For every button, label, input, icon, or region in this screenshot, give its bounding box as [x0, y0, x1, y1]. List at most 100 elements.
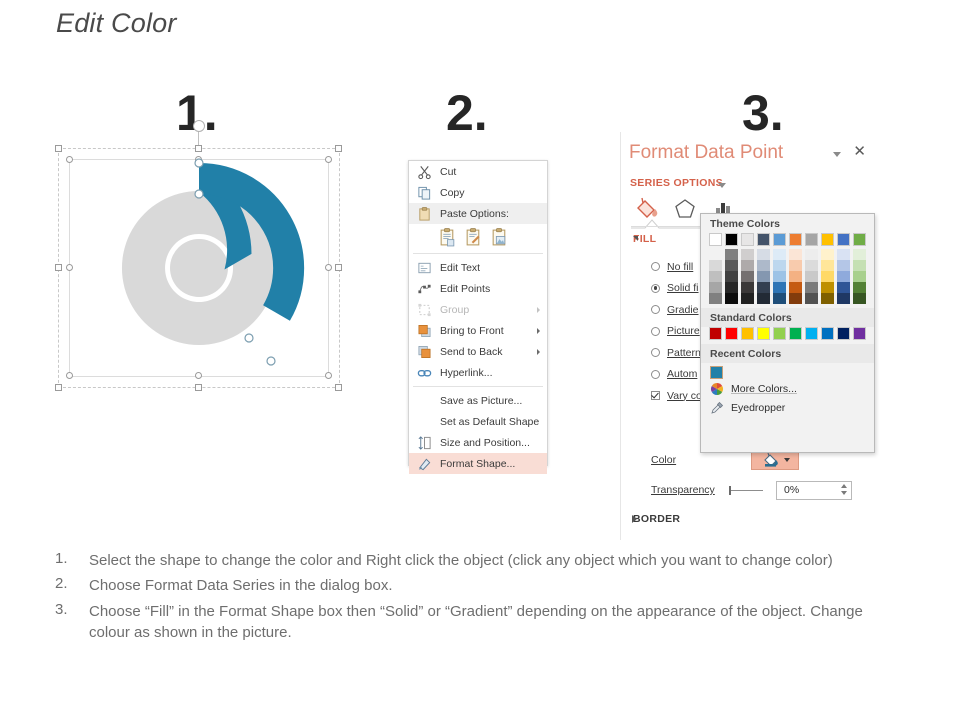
standard-color-swatch-0[interactable] — [709, 326, 723, 341]
theme-shade-swatch-6-3[interactable] — [804, 281, 819, 293]
theme-shade-swatch-4-1[interactable] — [772, 259, 787, 271]
theme-color-swatch-9[interactable] — [852, 233, 866, 247]
theme-shade-swatch-5-1[interactable] — [788, 259, 803, 271]
fill-option-picture-fill[interactable]: Picture — [651, 321, 702, 343]
segment-handle-top-outer[interactable] — [194, 158, 204, 168]
context-menu-item-edit-text[interactable]: Edit Text — [409, 257, 547, 278]
color-dropdown-popup[interactable]: Theme Colors Standard Colors Recent Colo… — [700, 213, 875, 453]
standard-color-swatch-2[interactable] — [740, 326, 755, 341]
close-icon[interactable]: ✕ — [853, 143, 866, 160]
standard-colors-row[interactable] — [709, 326, 866, 341]
theme-shade-swatch-2-2[interactable] — [740, 270, 755, 282]
theme-shade-swatch-9-0[interactable] — [852, 248, 867, 260]
standard-color-swatch-1[interactable] — [724, 326, 739, 341]
theme-color-swatch-8[interactable] — [836, 233, 850, 247]
vary-colors-checkbox-row[interactable]: Vary co — [651, 385, 702, 407]
paste-merge-icon[interactable] — [465, 227, 482, 247]
resize-handle-s[interactable] — [195, 384, 202, 391]
resize-handle-ne[interactable] — [335, 145, 342, 152]
standard-color-swatch-8[interactable] — [836, 326, 850, 341]
theme-color-swatch-5[interactable] — [788, 233, 803, 247]
radio-icon[interactable] — [651, 326, 660, 336]
theme-shade-swatch-8-4[interactable] — [836, 292, 851, 304]
theme-shade-swatch-8-3[interactable] — [836, 281, 851, 293]
context-menu-item-size-and-position[interactable]: Size and Position... — [409, 432, 547, 453]
theme-shade-swatch-7-3[interactable] — [820, 281, 835, 293]
context-menu-item-copy[interactable]: Copy — [409, 182, 547, 203]
segment-handle-end-inner[interactable] — [244, 333, 254, 343]
fill-option-automatic[interactable]: Autom — [651, 364, 702, 386]
chart-blue-arc[interactable] — [198, 162, 305, 321]
inner-handle-nw[interactable] — [66, 156, 73, 163]
pane-menu-caret-icon[interactable] — [833, 152, 841, 157]
theme-shade-swatch-5-4[interactable] — [788, 292, 803, 304]
theme-shade-column-1[interactable] — [724, 248, 739, 304]
theme-colors-grid[interactable] — [701, 233, 874, 304]
theme-shade-swatch-9-2[interactable] — [852, 270, 867, 282]
context-menu-item-save-as-picture[interactable]: Save as Picture... — [409, 390, 547, 411]
context-menu-item-cut[interactable]: Cut — [409, 161, 547, 182]
eyedropper-item[interactable]: Eyedropper — [701, 398, 874, 417]
inner-handle-se[interactable] — [325, 372, 332, 379]
theme-shade-swatch-8-0[interactable] — [836, 248, 851, 260]
radio-icon[interactable] — [651, 369, 660, 379]
theme-shade-swatch-9-4[interactable] — [852, 292, 867, 304]
theme-shade-swatch-9-1[interactable] — [852, 259, 867, 271]
fill-option-solid-fill[interactable]: Solid fi — [651, 278, 702, 300]
theme-shade-swatch-7-0[interactable] — [820, 248, 835, 260]
fill-bucket-icon[interactable] — [631, 195, 665, 223]
theme-shade-column-6[interactable] — [804, 248, 819, 304]
theme-color-swatch-2[interactable] — [740, 233, 755, 247]
spinner-up-icon[interactable] — [841, 483, 847, 488]
collapse-triangle-icon[interactable] — [633, 236, 638, 241]
segment-handle-top-inner[interactable] — [194, 189, 204, 199]
fill-option-no-fill[interactable]: No fill — [651, 256, 702, 278]
theme-shade-swatch-1-4[interactable] — [724, 292, 739, 304]
theme-shade-swatch-1-0[interactable] — [724, 248, 739, 260]
standard-color-swatch-9[interactable] — [852, 326, 866, 341]
theme-shade-swatch-3-0[interactable] — [756, 248, 771, 260]
chart-selection-area[interactable] — [55, 120, 342, 391]
theme-shade-column-8[interactable] — [836, 248, 851, 304]
theme-shade-swatch-2-0[interactable] — [740, 248, 755, 260]
theme-shade-column-2[interactable] — [740, 248, 755, 304]
theme-shade-swatch-5-3[interactable] — [788, 281, 803, 293]
doughnut-chart[interactable] — [58, 148, 340, 388]
resize-handle-e[interactable] — [335, 264, 342, 271]
theme-shade-swatch-4-4[interactable] — [772, 292, 787, 304]
theme-shade-column-4[interactable] — [772, 248, 787, 304]
theme-shade-swatch-1-1[interactable] — [724, 259, 739, 271]
context-menu-item-format-shape[interactable]: Format Shape... — [409, 453, 547, 474]
paste-options-row[interactable] — [409, 224, 547, 250]
standard-colors-grid[interactable] — [701, 326, 874, 341]
theme-color-swatch-7[interactable] — [820, 233, 835, 247]
theme-color-swatch-1[interactable] — [724, 233, 739, 247]
paste-keep-formatting-icon[interactable] — [439, 227, 456, 247]
resize-handle-nw[interactable] — [55, 145, 62, 152]
paste-picture-icon[interactable] — [491, 227, 508, 247]
more-colors-item[interactable]: More Colors... — [701, 379, 874, 398]
theme-shade-swatch-2-3[interactable] — [740, 281, 755, 293]
resize-handle-se[interactable] — [335, 384, 342, 391]
theme-shade-swatch-7-1[interactable] — [820, 259, 835, 271]
radio-icon[interactable] — [651, 262, 660, 272]
theme-shade-swatch-6-2[interactable] — [804, 270, 819, 282]
segment-handle-end-outer[interactable] — [266, 356, 276, 366]
spinner-down-icon[interactable] — [841, 490, 847, 495]
theme-shade-swatch-4-3[interactable] — [772, 281, 787, 293]
theme-shade-swatch-6-4[interactable] — [804, 292, 819, 304]
chart-series-icon[interactable] — [707, 195, 741, 223]
theme-colors-shade-rows[interactable] — [709, 248, 867, 304]
theme-shade-swatch-0-1[interactable] — [709, 259, 723, 271]
resize-handle-w[interactable] — [55, 264, 62, 271]
series-options-caret-icon[interactable] — [718, 183, 726, 188]
fill-option-gradient-fill[interactable]: Gradie — [651, 299, 702, 321]
theme-shade-swatch-7-4[interactable] — [820, 292, 835, 304]
fill-section-heading[interactable]: FILL — [633, 233, 656, 245]
border-section-heading[interactable]: BORDER — [632, 513, 680, 525]
fill-option-pattern-fill[interactable]: Pattern — [651, 342, 702, 364]
theme-shade-swatch-0-0[interactable] — [709, 248, 723, 260]
context-menu-item-edit-points[interactable]: Edit Points — [409, 278, 547, 299]
theme-shade-swatch-7-2[interactable] — [820, 270, 835, 282]
standard-color-swatch-4[interactable] — [772, 326, 787, 341]
